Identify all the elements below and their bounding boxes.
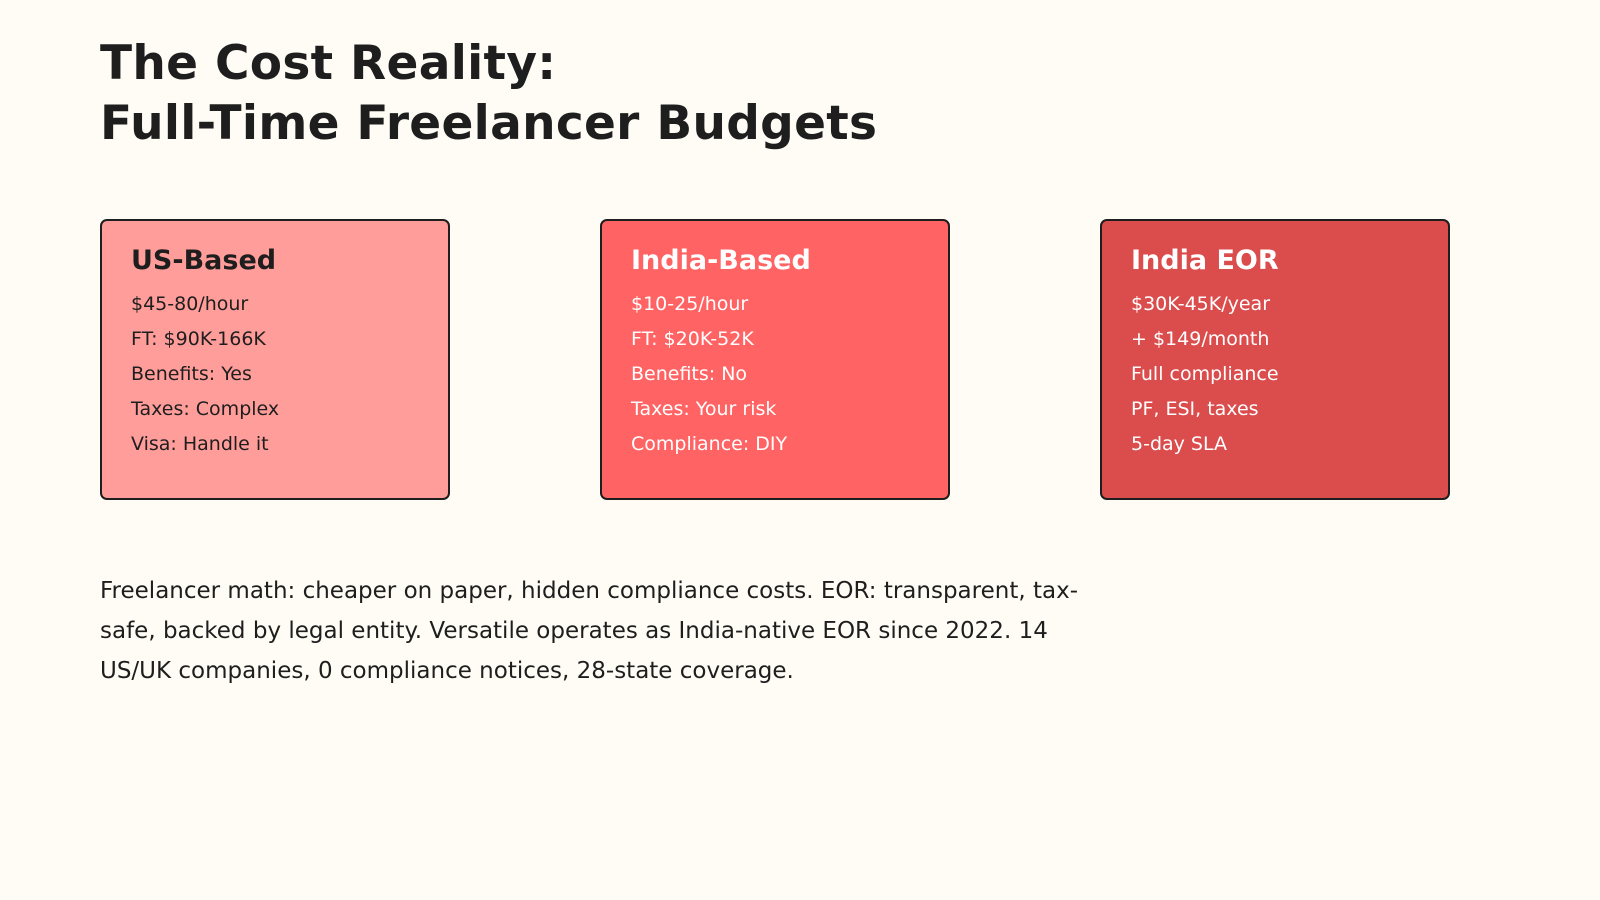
card-line: Compliance: DIY — [631, 433, 788, 455]
page-title: The Cost Reality: Full-Time Freelancer B… — [100, 34, 877, 154]
card-line: Taxes: Complex — [131, 398, 280, 420]
card-india-eor: India EOR $30K-45K/year + $149/month Ful… — [1100, 219, 1450, 500]
card-line: $10-25/hour — [631, 293, 749, 315]
card-line: FT: $90K-166K — [131, 328, 266, 350]
card-line: FT: $20K-52K — [631, 328, 754, 350]
card-line: PF, ESI, taxes — [1131, 398, 1259, 420]
summary-text: Freelancer math: cheaper on paper, hidde… — [100, 578, 1078, 684]
card-line: Visa: Handle it — [131, 433, 269, 455]
card-line: Benefits: Yes — [131, 363, 252, 385]
card-us-based: US-Based $45-80/hour FT: $90K-166K Benef… — [100, 219, 450, 500]
title-line-2: Full-Time Freelancer Budgets — [100, 96, 878, 151]
title-line-1: The Cost Reality: — [100, 36, 557, 91]
card-line: $45-80/hour — [131, 293, 249, 315]
card-line: + $149/month — [1131, 328, 1270, 350]
card-line: $30K-45K/year — [1131, 293, 1271, 315]
card-heading: India EOR — [1131, 245, 1279, 276]
card-heading: US-Based — [131, 245, 277, 276]
card-line: Taxes: Your risk — [631, 398, 777, 420]
card-line: Benefits: No — [631, 363, 748, 385]
card-line: 5-day SLA — [1131, 433, 1228, 455]
card-heading: India-Based — [631, 245, 811, 276]
card-line: Full compliance — [1131, 363, 1279, 385]
card-india-based: India-Based $10-25/hour FT: $20K-52K Ben… — [600, 219, 950, 500]
